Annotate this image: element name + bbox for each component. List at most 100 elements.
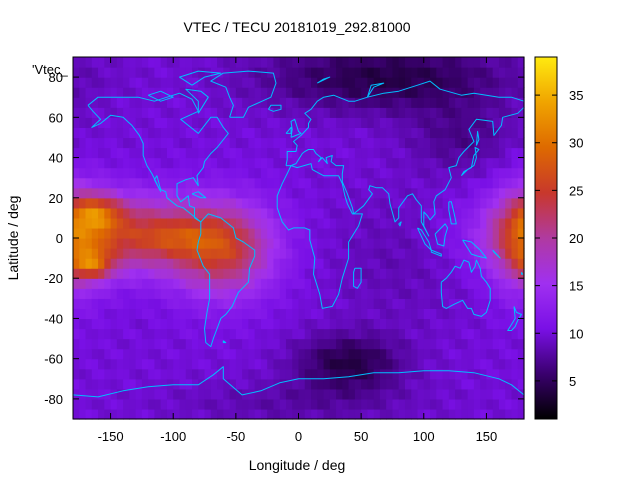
heatmap-cell — [123, 308, 130, 320]
heatmap-cell — [135, 318, 143, 330]
heatmap-cell — [367, 187, 375, 199]
heatmap-cell — [223, 107, 231, 118]
heatmap-cell — [329, 238, 337, 249]
heatmap-cell — [173, 177, 181, 189]
heatmap-cell — [104, 187, 112, 199]
heatmap-cell — [417, 318, 425, 330]
heatmap-cell — [379, 187, 387, 199]
heatmap-cell — [398, 358, 406, 370]
heatmap-cell — [98, 338, 105, 350]
heatmap-cell — [154, 137, 162, 149]
heatmap-cell — [116, 358, 124, 370]
heatmap-cell — [373, 67, 381, 78]
heatmap-cell — [135, 147, 143, 159]
heatmap-cell — [367, 107, 375, 118]
heatmap-cell — [329, 187, 337, 199]
heatmap-cell — [285, 117, 293, 128]
heatmap-cell — [210, 248, 218, 259]
heatmap-cell — [98, 167, 105, 179]
heatmap-cell — [91, 207, 99, 219]
heatmap-cell — [135, 408, 143, 420]
heatmap-cell — [154, 177, 162, 189]
heatmap-cell — [154, 187, 162, 199]
heatmap-cell — [141, 248, 149, 259]
heatmap-cell — [85, 187, 93, 199]
coastline — [521, 271, 524, 275]
heatmap-cell — [430, 87, 437, 98]
heatmap-cell — [73, 268, 80, 279]
heatmap-cell — [154, 67, 162, 78]
heatmap-cell — [235, 338, 243, 350]
heatmap-cell — [511, 298, 519, 309]
heatmap-cell — [285, 227, 293, 239]
heatmap-cell — [455, 207, 462, 219]
heatmap-cell — [442, 288, 450, 299]
heatmap-cell — [480, 328, 488, 340]
heatmap-cell — [404, 248, 412, 259]
heatmap-cell — [511, 328, 519, 340]
heatmap-cell — [104, 298, 112, 309]
heatmap-cell — [279, 308, 287, 320]
heatmap-cell — [480, 288, 488, 299]
heatmap-cell — [148, 328, 156, 340]
heatmap-cell — [423, 338, 431, 350]
heatmap-cell — [367, 127, 375, 139]
heatmap-cell — [367, 67, 375, 78]
heatmap-cell — [73, 157, 80, 169]
heatmap-cell — [135, 177, 143, 189]
heatmap-cell — [311, 77, 318, 88]
heatmap-cell — [104, 97, 112, 108]
heatmap-cell — [430, 278, 437, 289]
heatmap-cell — [129, 197, 137, 209]
heatmap-cell — [248, 238, 256, 249]
heatmap-cell — [336, 408, 343, 420]
heatmap-cell — [323, 328, 331, 340]
heatmap-cell — [198, 398, 206, 410]
heatmap-cell — [473, 187, 481, 199]
heatmap-cell — [411, 398, 419, 410]
heatmap-cell — [154, 147, 162, 159]
heatmap-cell — [110, 77, 118, 88]
heatmap-cell — [404, 167, 412, 179]
heatmap-cell — [511, 348, 519, 360]
heatmap-cell — [505, 348, 513, 360]
heatmap-cell — [461, 388, 469, 400]
heatmap-cell — [480, 67, 488, 78]
heatmap-cell — [404, 318, 412, 330]
heatmap-cell — [411, 57, 419, 68]
heatmap-cell — [386, 147, 394, 159]
heatmap-cell — [361, 408, 368, 420]
heatmap-cell — [110, 358, 118, 370]
heatmap-cell — [411, 328, 419, 340]
heatmap-cell — [361, 97, 368, 108]
heatmap-cell — [192, 157, 199, 169]
heatmap-cell — [254, 348, 262, 360]
heatmap-cell — [148, 298, 156, 309]
heatmap-cell — [229, 408, 237, 420]
heatmap-cell — [223, 398, 231, 410]
heatmap-cell — [104, 147, 112, 159]
heatmap-cell — [455, 378, 462, 390]
heatmap-cell — [311, 238, 318, 249]
heatmap-cell — [110, 338, 118, 350]
heatmap-cell — [311, 87, 318, 98]
heatmap-cell — [160, 147, 168, 159]
heatmap-cell — [235, 298, 243, 309]
heatmap-cell — [254, 227, 262, 239]
heatmap-cell — [323, 368, 331, 380]
heatmap-cell — [135, 207, 143, 219]
heatmap-cell — [367, 278, 375, 289]
coastline — [317, 76, 331, 84]
heatmap-cell — [386, 348, 394, 360]
heatmap-cell — [267, 338, 275, 350]
heatmap-cell — [379, 97, 387, 108]
heatmap-cell — [436, 318, 444, 330]
heatmap-cell — [455, 348, 462, 360]
heatmap-cell — [304, 167, 312, 179]
heatmap-cell — [467, 398, 475, 410]
heatmap-cell — [141, 77, 149, 88]
heatmap-cell — [304, 268, 312, 279]
y-tick-label: -40 — [44, 311, 63, 326]
heatmap-cell — [104, 318, 112, 330]
heatmap-cell — [311, 167, 318, 179]
